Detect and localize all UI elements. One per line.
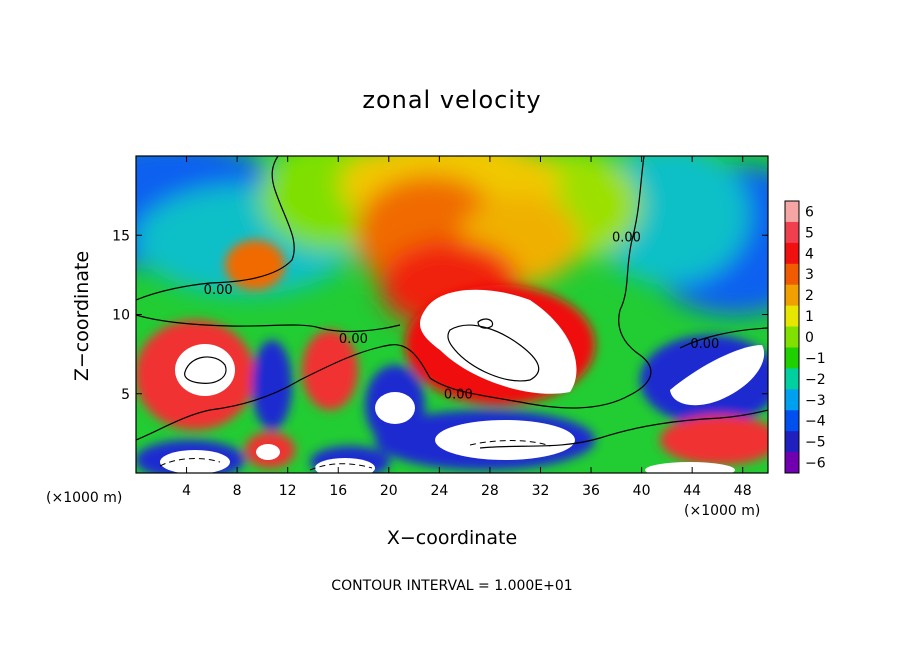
colorbar-swatch <box>785 347 799 369</box>
colorbar-swatch <box>785 263 799 286</box>
colorbar-swatch <box>785 452 799 474</box>
x-tick-label: 36 <box>582 483 600 499</box>
y-axis-ticks: 5 10 15 <box>112 228 768 403</box>
colorbar-tick-label: −4 <box>805 414 826 430</box>
y-tick-label: 5 <box>121 387 130 403</box>
colorbar-tick-label: −3 <box>805 393 826 409</box>
colorbar-swatch <box>785 221 799 244</box>
x-tick-label: 20 <box>380 483 398 499</box>
colorbar: 6 5 4 3 2 1 0 −1 −2 −3 −4 −5 −6 <box>784 200 826 474</box>
x-tick-label: 12 <box>279 483 297 499</box>
colorbar-tick-label: −6 <box>805 456 826 472</box>
x-tick-label: 32 <box>532 483 550 499</box>
contour-label: 0.00 <box>690 337 719 352</box>
colorbar-tick-label: −1 <box>805 351 826 367</box>
colorbar-tick-label: 3 <box>805 267 814 283</box>
colorbar-swatch <box>785 326 799 348</box>
contour-label: 0.00 <box>339 332 368 347</box>
colorbar-tick-label: −5 <box>805 435 826 451</box>
colorbar-tick-label: 5 <box>805 225 814 241</box>
colorbar-tick-label: 2 <box>805 288 814 304</box>
colorbar-swatch <box>785 368 799 390</box>
colorbar-tick-label: −2 <box>805 372 826 388</box>
x-axis-ticks: 4 8 12 16 20 24 28 32 36 40 44 48 <box>182 156 752 499</box>
contour-label: 0.00 <box>612 231 641 246</box>
colorbar-tick-label: 1 <box>805 309 814 325</box>
velocity-field: 0.00 0.00 0.00 0.00 0.00 <box>136 156 768 473</box>
chart-title: zonal velocity <box>362 86 542 114</box>
x-tick-label: 16 <box>329 483 347 499</box>
colorbar-swatch <box>785 242 799 265</box>
contour-label: 0.00 <box>444 388 473 403</box>
colorbar-swatch <box>785 284 799 307</box>
y-tick-label: 15 <box>112 228 130 244</box>
contour-interval-note: CONTOUR INTERVAL = 1.000E+01 <box>331 578 573 594</box>
colorbar-swatch <box>785 410 799 432</box>
x-tick-label: 48 <box>734 483 752 499</box>
x-unit-label-right: (×1000 m) <box>684 503 761 519</box>
x-tick-label: 4 <box>182 483 191 499</box>
colorbar-tick-label: 0 <box>805 330 814 346</box>
x-tick-label: 24 <box>430 483 448 499</box>
colorbar-tick-label: 6 <box>805 204 814 220</box>
contour-label: 0.00 <box>204 283 233 298</box>
x-axis-label: X−coordinate <box>386 527 518 549</box>
colorbar-swatch <box>785 305 799 328</box>
colorbar-frame <box>784 200 800 474</box>
colorbar-swatch <box>785 201 799 223</box>
x-tick-label: 40 <box>633 483 651 499</box>
x-unit-label-left: (×1000 m) <box>46 490 123 506</box>
colorbar-swatch <box>785 389 799 411</box>
x-tick-label: 44 <box>683 483 701 499</box>
colorbar-tick-label: 4 <box>805 246 814 262</box>
y-tick-label: 10 <box>112 308 130 324</box>
x-tick-label: 8 <box>233 483 242 499</box>
colorbar-swatch <box>785 431 799 453</box>
x-tick-label: 28 <box>481 483 499 499</box>
